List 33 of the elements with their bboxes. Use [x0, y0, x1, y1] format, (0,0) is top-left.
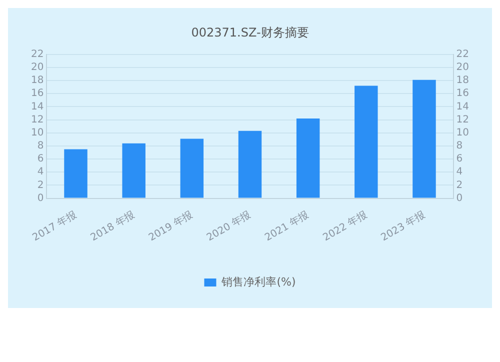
bar: [180, 138, 204, 198]
y-tick-label: 12: [30, 114, 44, 126]
bar: [296, 118, 320, 198]
y-tick-label: 22: [30, 48, 44, 60]
bar: [354, 86, 378, 198]
y2-tick-label: 18: [456, 75, 470, 86]
y2-tick-label: 20: [456, 62, 470, 74]
bar: [122, 143, 146, 198]
bar: [238, 130, 262, 198]
y2-tick-label: 6: [456, 154, 463, 165]
y-tick-label: 18: [30, 75, 44, 86]
y-tick-label: 10: [30, 127, 44, 138]
y2-tick-label: 12: [456, 114, 470, 126]
y-tick-label: 14: [30, 101, 44, 112]
y-tick-label: 4: [37, 166, 44, 178]
bar: [412, 80, 436, 198]
bar: [64, 149, 88, 198]
y-tick-label: 16: [30, 88, 44, 100]
y-tick-label: 6: [37, 154, 44, 165]
y-tick-label: 0: [37, 192, 44, 204]
y2-tick-label: 2: [456, 180, 463, 191]
y2-tick-label: 16: [456, 88, 470, 100]
y-tick-label: 20: [30, 62, 44, 74]
y2-tick-label: 14: [456, 101, 470, 112]
y2-tick-label: 0: [456, 192, 463, 204]
y2-tick-label: 8: [456, 140, 463, 152]
legend-label: 销售净利率(%): [220, 275, 296, 288]
chart-title: 002371.SZ-财务摘要: [191, 25, 309, 40]
y2-tick-label: 4: [456, 166, 463, 178]
y2-tick-label: 10: [456, 127, 470, 138]
y-tick-label: 8: [37, 140, 44, 152]
y-tick-label: 2: [37, 180, 44, 191]
y2-tick-label: 22: [456, 48, 470, 60]
